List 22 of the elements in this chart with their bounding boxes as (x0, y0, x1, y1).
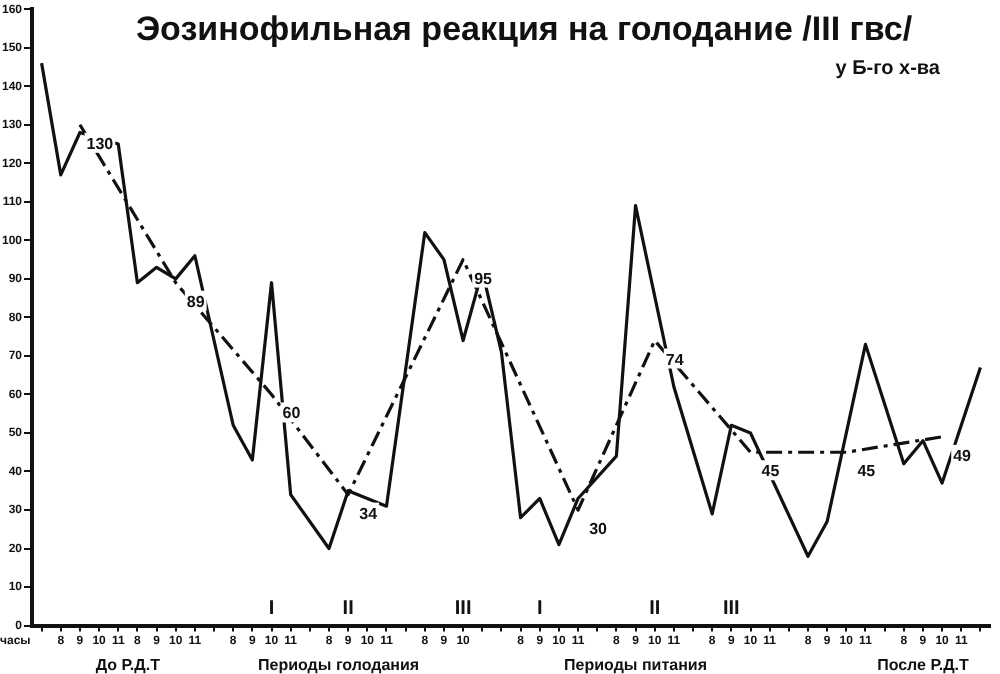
data-label: 45 (761, 462, 781, 481)
data-label: 130 (86, 134, 115, 153)
data-label: 45 (857, 462, 877, 481)
annotation: III (723, 597, 741, 620)
text: у Б-го х-ва (835, 58, 941, 80)
chart-title: Эозинофильная реакция на голодание /III гвс/ (135, 10, 913, 48)
text: После Р.Д.Т (877, 655, 969, 674)
data-label: 74 (665, 350, 685, 369)
annotation: II (649, 597, 661, 620)
annotation: III (454, 597, 472, 620)
annotation: I (268, 597, 275, 620)
text: Периоды голодания (258, 655, 420, 674)
data-label: 60 (282, 404, 302, 423)
annotation: I (536, 597, 543, 620)
text: До Р.Д.Т (95, 655, 161, 674)
text: Периоды питания (564, 655, 708, 674)
data-label: 49 (953, 446, 973, 465)
data-label: 30 (589, 520, 609, 539)
data-label: 34 (359, 504, 379, 523)
data-label: 89 (186, 292, 206, 311)
annotation: II (342, 597, 355, 620)
data-label: 95 (474, 269, 494, 288)
